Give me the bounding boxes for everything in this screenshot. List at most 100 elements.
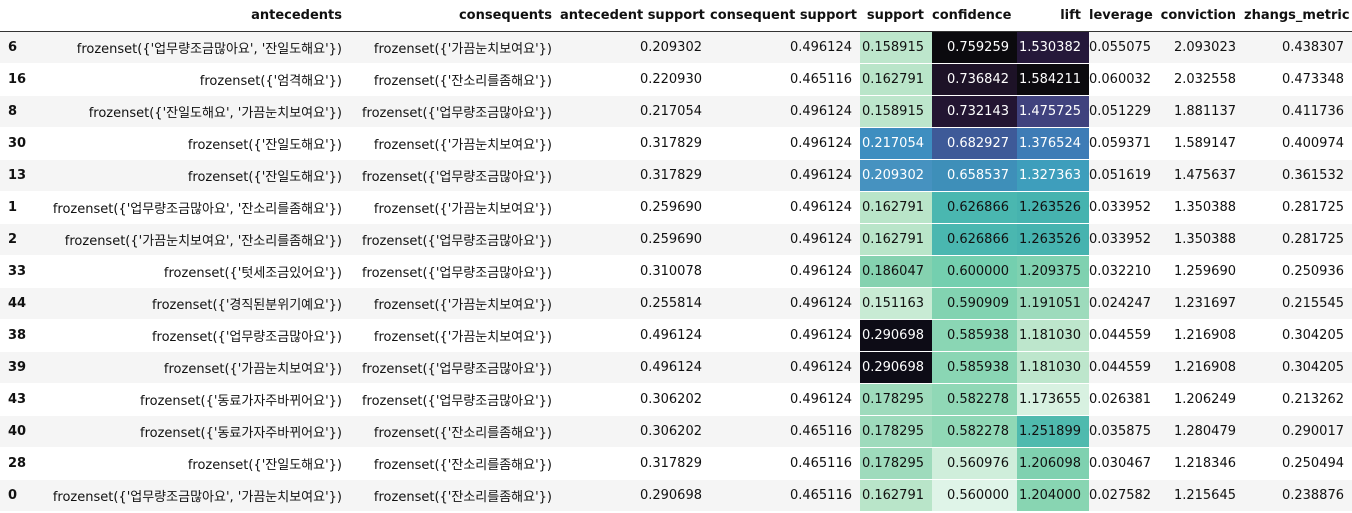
- antecedents-cell: frozenset({'잔일도해요', '가끔눈치보여요'}): [30, 95, 350, 128]
- consequent-support-cell: 0.496124: [710, 287, 860, 320]
- antecedents-cell: frozenset({'동료가자주바뀌어요'}): [30, 383, 350, 416]
- confidence-cell: 0.582278: [932, 415, 1017, 448]
- zhangs-metric-cell: 0.213262: [1244, 383, 1352, 416]
- conviction-cell: 2.032558: [1159, 63, 1244, 96]
- antecedents-cell: frozenset({'업무량조금많아요'}): [30, 319, 350, 352]
- consequents-cell: frozenset({'업무량조금많아요'}): [350, 95, 560, 128]
- zhangs-metric-cell: 0.473348: [1244, 63, 1352, 96]
- consequents-cell: frozenset({'업무량조금많아요'}): [350, 159, 560, 192]
- antecedent-support-cell: 0.255814: [560, 287, 710, 320]
- leverage-cell: 0.026381: [1089, 383, 1159, 416]
- consequents-cell: frozenset({'잔소리를좀해요'}): [350, 63, 560, 96]
- zhangs-metric-cell: 0.400974: [1244, 127, 1352, 160]
- conviction-cell: 1.589147: [1159, 127, 1244, 160]
- confidence-cell: 0.759259: [932, 31, 1017, 64]
- header-lift: lift: [1017, 0, 1089, 32]
- consequent-support-cell: 0.496124: [710, 191, 860, 224]
- conviction-cell: 1.280479: [1159, 415, 1244, 448]
- antecedent-support-cell: 0.310078: [560, 255, 710, 288]
- leverage-cell: 0.060032: [1089, 63, 1159, 96]
- header-row: antecedents consequents antecedent suppo…: [0, 0, 1352, 32]
- row-index: 44: [0, 287, 30, 320]
- consequents-cell: frozenset({'가끔눈치보여요'}): [350, 287, 560, 320]
- conviction-cell: 1.881137: [1159, 95, 1244, 128]
- leverage-cell: 0.033952: [1089, 223, 1159, 256]
- header-support: support: [860, 0, 932, 32]
- conviction-cell: 1.231697: [1159, 287, 1244, 320]
- leverage-cell: 0.032210: [1089, 255, 1159, 288]
- row-index: 13: [0, 159, 30, 192]
- row-index: 39: [0, 351, 30, 384]
- antecedents-cell: frozenset({'업무량조금많아요', '가끔눈치보여요'}): [30, 479, 350, 511]
- row-index: 16: [0, 63, 30, 96]
- leverage-cell: 0.024247: [1089, 287, 1159, 320]
- row-index: 38: [0, 319, 30, 352]
- lift-cell: 1.173655: [1017, 383, 1089, 416]
- confidence-cell: 0.732143: [932, 95, 1017, 128]
- consequents-cell: frozenset({'업무량조금많아요'}): [350, 351, 560, 384]
- table-row: 8 frozenset({'잔일도해요', '가끔눈치보여요'}) frozense…: [0, 95, 1352, 128]
- conviction-cell: 1.259690: [1159, 255, 1244, 288]
- support-cell: 0.151163: [860, 287, 932, 320]
- zhangs-metric-cell: 0.411736: [1244, 95, 1352, 128]
- antecedent-support-cell: 0.317829: [560, 159, 710, 192]
- leverage-cell: 0.044559: [1089, 351, 1159, 384]
- consequent-support-cell: 0.496124: [710, 351, 860, 384]
- row-index: 0: [0, 479, 30, 511]
- header-antecedents: antecedents: [30, 0, 350, 32]
- leverage-cell: 0.044559: [1089, 319, 1159, 352]
- lift-cell: 1.327363: [1017, 159, 1089, 192]
- header-consequent-support: consequent support: [710, 0, 860, 32]
- conviction-cell: 1.475637: [1159, 159, 1244, 192]
- antecedents-cell: frozenset({'엄격해요'}): [30, 63, 350, 96]
- consequents-cell: frozenset({'업무량조금많아요'}): [350, 255, 560, 288]
- table-row: 33 frozenset({'텃세조금있어요'}) frozenset({'업무량조…: [0, 255, 1352, 288]
- header-consequents: consequents: [350, 0, 560, 32]
- header-leverage: leverage: [1089, 0, 1159, 32]
- antecedent-support-cell: 0.317829: [560, 127, 710, 160]
- lift-cell: 1.191051: [1017, 287, 1089, 320]
- consequent-support-cell: 0.465116: [710, 479, 860, 511]
- table-row: 28 frozenset({'잔일도해요'}) frozenset({'잔소리를좀해…: [0, 447, 1352, 480]
- consequent-support-cell: 0.496124: [710, 255, 860, 288]
- antecedents-cell: frozenset({'잔일도해요'}): [30, 159, 350, 192]
- zhangs-metric-cell: 0.281725: [1244, 223, 1352, 256]
- leverage-cell: 0.059371: [1089, 127, 1159, 160]
- support-cell: 0.290698: [860, 319, 932, 352]
- confidence-cell: 0.585938: [932, 351, 1017, 384]
- antecedent-support-cell: 0.317829: [560, 447, 710, 480]
- table-row: 44 frozenset({'경직된분위기예요'}) frozenset({'가끔눈…: [0, 287, 1352, 320]
- confidence-cell: 0.736842: [932, 63, 1017, 96]
- support-cell: 0.178295: [860, 415, 932, 448]
- confidence-cell: 0.590909: [932, 287, 1017, 320]
- table-row: 30 frozenset({'잔일도해요'}) frozenset({'가끔눈치보여…: [0, 127, 1352, 160]
- zhangs-metric-cell: 0.281725: [1244, 191, 1352, 224]
- lift-cell: 1.209375: [1017, 255, 1089, 288]
- consequents-cell: frozenset({'잔소리를좀해요'}): [350, 415, 560, 448]
- support-cell: 0.158915: [860, 31, 932, 64]
- support-cell: 0.209302: [860, 159, 932, 192]
- lift-cell: 1.376524: [1017, 127, 1089, 160]
- conviction-cell: 1.216908: [1159, 319, 1244, 352]
- antecedent-support-cell: 0.220930: [560, 63, 710, 96]
- consequent-support-cell: 0.465116: [710, 415, 860, 448]
- consequents-cell: frozenset({'업무량조금많아요'}): [350, 383, 560, 416]
- table-row: 13 frozenset({'잔일도해요'}) frozenset({'업무량조금많…: [0, 159, 1352, 192]
- header-conviction: conviction: [1159, 0, 1244, 32]
- consequent-support-cell: 0.496124: [710, 127, 860, 160]
- zhangs-metric-cell: 0.215545: [1244, 287, 1352, 320]
- conviction-cell: 1.218346: [1159, 447, 1244, 480]
- confidence-cell: 0.682927: [932, 127, 1017, 160]
- antecedents-cell: frozenset({'동료가자주바뀌어요'}): [30, 415, 350, 448]
- header-antecedent-support: antecedent support: [560, 0, 710, 32]
- antecedents-cell: frozenset({'업무량조금많아요', '잔일도해요'}): [30, 31, 350, 64]
- support-cell: 0.178295: [860, 383, 932, 416]
- conviction-cell: 1.206249: [1159, 383, 1244, 416]
- table-row: 1 frozenset({'업무량조금많아요', '잔소리를좀해요'}) froze…: [0, 191, 1352, 224]
- leverage-cell: 0.055075: [1089, 31, 1159, 64]
- consequents-cell: frozenset({'가끔눈치보여요'}): [350, 127, 560, 160]
- antecedent-support-cell: 0.259690: [560, 191, 710, 224]
- support-cell: 0.162791: [860, 191, 932, 224]
- row-index: 6: [0, 31, 30, 64]
- leverage-cell: 0.051619: [1089, 159, 1159, 192]
